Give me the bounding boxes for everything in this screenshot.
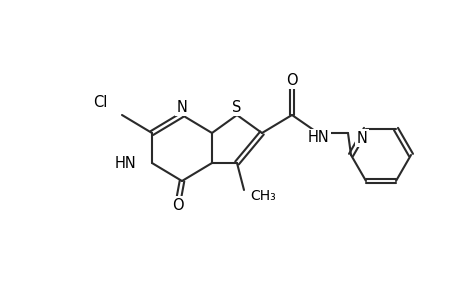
- Text: Cl: Cl: [94, 94, 108, 110]
- Text: N: N: [176, 100, 187, 115]
- Text: O: O: [285, 73, 297, 88]
- Text: HN: HN: [114, 155, 136, 170]
- Text: N: N: [356, 130, 367, 146]
- Text: S: S: [232, 100, 241, 115]
- Text: HN: HN: [308, 130, 329, 146]
- Text: O: O: [172, 197, 184, 212]
- Text: CH₃: CH₃: [249, 189, 275, 203]
